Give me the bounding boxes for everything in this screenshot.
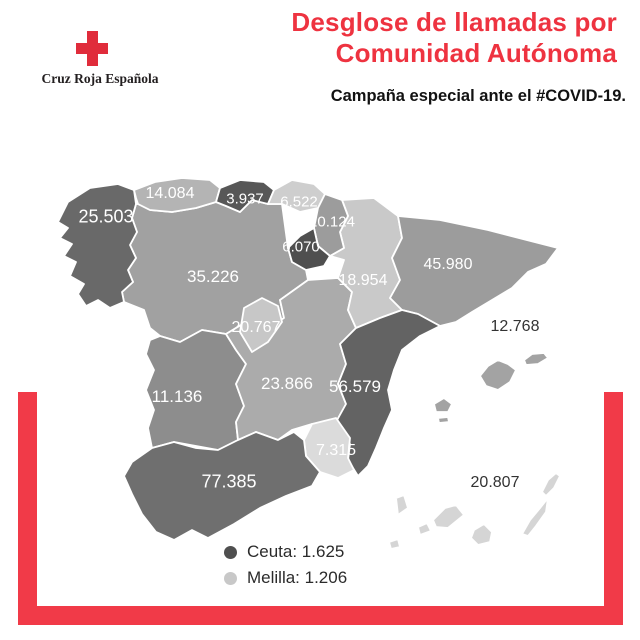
frame-bar-left — [18, 392, 37, 625]
spain-map: 25.503 14.084 3.937 6.522 10.124 6.070 18.954 4… — [40, 160, 560, 560]
region-shape-extremadura — [145, 329, 247, 451]
title-line-1: Desglose de llamadas por — [291, 7, 617, 37]
region-shape-madrid — [239, 297, 283, 353]
red-cross-icon — [76, 31, 108, 66]
region-shape-galicia — [57, 183, 138, 309]
region-shape-baleares — [433, 352, 549, 424]
region-shape-cantabria — [215, 179, 275, 213]
spain-map-svg — [57, 177, 560, 550]
page-title: Desglose de llamadas por Comunidad Autón… — [291, 7, 617, 69]
region-shape-cataluna — [389, 215, 559, 327]
title-line-2: Comunidad Autónoma — [335, 38, 617, 68]
melilla-legend-label: Melilla: 1.206 — [247, 568, 348, 587]
legend-item-melilla: Melilla: 1.206 — [224, 568, 347, 588]
region-shape-la-rioja — [287, 227, 331, 271]
ceuta-dot-icon — [224, 545, 237, 559]
region-shape-asturias — [133, 177, 221, 213]
map-legend: Ceuta: 1.625 Melilla: 1.206 — [224, 542, 347, 594]
region-shape-navarra — [313, 193, 349, 257]
logo-wordmark: Cruz Roja Española — [41, 71, 159, 86]
melilla-dot-icon — [224, 571, 237, 585]
ceuta-legend-label: Ceuta: 1.625 — [247, 542, 345, 561]
legend-item-ceuta: Ceuta: 1.625 — [224, 542, 347, 562]
cruz-roja-logo: Cruz Roja Española — [40, 20, 160, 95]
frame-bar-right — [604, 392, 623, 625]
region-shape-andalucia — [123, 431, 321, 541]
page-subtitle: Campaña especial ante el #COVID-19. — [330, 87, 626, 105]
region-shape-canarias — [388, 472, 560, 550]
frame-bar-bottom — [18, 606, 623, 625]
region-shape-valencia — [335, 309, 441, 477]
